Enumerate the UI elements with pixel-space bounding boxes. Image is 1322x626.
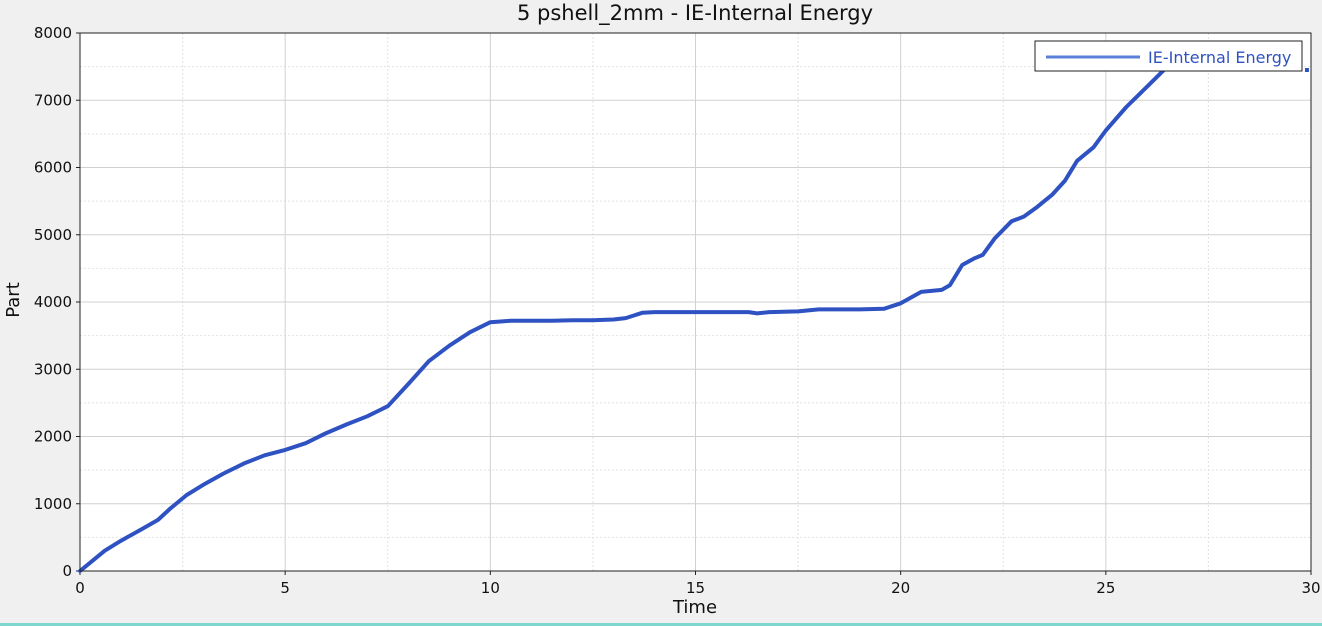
x-axis-label: Time xyxy=(672,597,717,618)
y-axis-label: Part xyxy=(3,282,24,318)
x-tick-label: 15 xyxy=(686,579,705,597)
series-line xyxy=(78,54,1190,573)
x-tick-label: 5 xyxy=(280,579,290,597)
plot-frame xyxy=(79,32,1312,572)
bottom-border xyxy=(0,623,1322,626)
y-tick-label: 7000 xyxy=(34,91,72,109)
y-tick-label: 3000 xyxy=(34,360,72,378)
x-tick-label: 25 xyxy=(1096,579,1115,597)
y-tick-label: 4000 xyxy=(34,293,72,311)
series-lines xyxy=(78,54,1309,573)
x-axis-ticks: 0 5 10 15 20 25 30 xyxy=(75,571,1321,597)
x-tick-label: 10 xyxy=(481,579,500,597)
legend: IE-Internal Energy xyxy=(1034,40,1303,72)
chart-title: 5 pshell_2mm - IE-Internal Energy xyxy=(517,1,873,26)
y-tick-label: 2000 xyxy=(34,428,72,446)
y-tick-label: 6000 xyxy=(34,159,72,177)
major-grid xyxy=(80,33,1311,571)
y-tick-label: 1000 xyxy=(34,495,72,513)
plot-area: 0 5 10 15 20 25 30 0 1000 2000 3000 4000 5000 6000 70… xyxy=(34,24,1321,597)
x-tick-label: 0 xyxy=(75,579,85,597)
x-tick-label: 30 xyxy=(1301,579,1320,597)
y-tick-label: 5000 xyxy=(34,226,72,244)
y-axis-ticks: 0 1000 2000 3000 4000 5000 6000 7000 8000 xyxy=(34,24,80,580)
legend-label: IE-Internal Energy xyxy=(1148,48,1291,67)
y-tick-label: 0 xyxy=(62,562,72,580)
x-tick-label: 20 xyxy=(891,579,910,597)
y-tick-label: 8000 xyxy=(34,24,72,42)
